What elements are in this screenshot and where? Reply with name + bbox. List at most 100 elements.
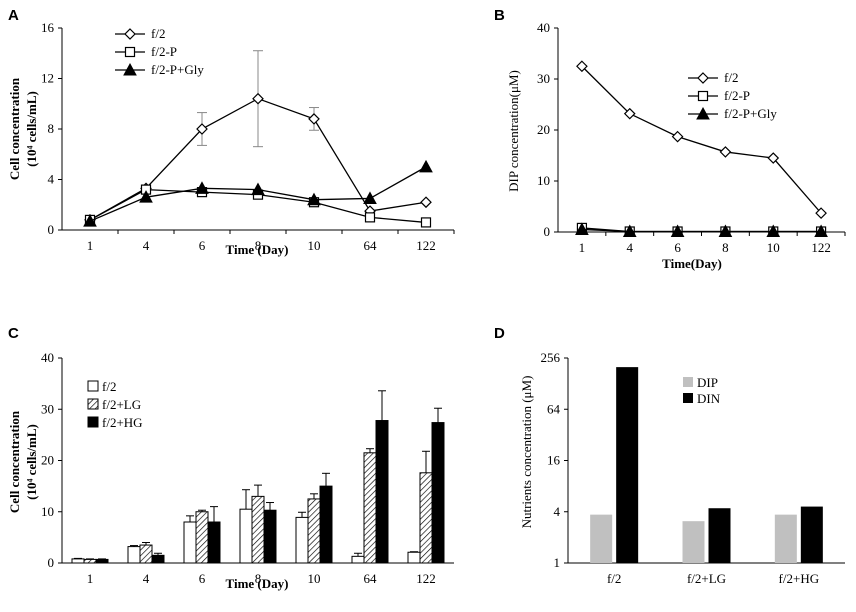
panel-a-legend: f/2 f/2-P f/2-P+Gly <box>115 26 204 77</box>
data-point-triangle <box>251 182 265 196</box>
y-tick-label: 0 <box>544 224 551 239</box>
bar-white <box>351 555 365 564</box>
x-tick-label: 1 <box>579 240 586 255</box>
panel-c: C 0 10 20 30 40 1 4 6 8 10 64 122 Time (Day) Cell c… <box>7 325 454 591</box>
legend-label: f/2-P+Gly <box>724 106 777 121</box>
bar-black <box>375 420 389 564</box>
panel-c-ylabel-unit: (10⁴ cells/mL) <box>24 424 39 500</box>
bar-hatch <box>83 558 97 564</box>
y-tick-label: 10 <box>41 504 54 519</box>
bar-hatch <box>251 495 265 564</box>
bar-white <box>239 508 253 564</box>
legend-label: f/2+LG <box>102 397 141 412</box>
bar-white <box>407 551 421 564</box>
bar-black <box>207 521 221 564</box>
legend-swatch-white <box>87 380 99 392</box>
panel-a-ylabel-main: Cell concentration <box>7 77 22 180</box>
panel-d-letter: D <box>494 325 505 342</box>
y-tick-label: 20 <box>41 453 54 468</box>
bar-hatch <box>139 544 153 564</box>
bar-black <box>431 422 445 564</box>
panel-a-ylabel-unit: (10⁴ cells/mL) <box>24 91 39 167</box>
data-point-triangle <box>307 192 321 206</box>
data-point-triangle <box>419 159 433 173</box>
data-point-triangle <box>195 181 209 194</box>
legend-label: f/2 <box>724 70 738 85</box>
y-tick-label: 10 <box>537 173 550 188</box>
bar-din <box>708 508 731 563</box>
bar-dip <box>774 514 797 563</box>
x-tick-label: 4 <box>143 238 150 253</box>
x-tick-label: f/2+HG <box>779 571 820 586</box>
data-point-diamond <box>576 60 588 73</box>
legend-swatch-hatch <box>87 398 99 410</box>
bar-hatch <box>419 472 433 564</box>
y-tick-label: 12 <box>41 71 54 86</box>
data-point-triangle <box>622 224 637 237</box>
legend-label: DIP <box>697 375 718 390</box>
panel-c-legend: f/2 f/2+LG f/2+HG <box>87 379 143 430</box>
x-tick-label: 64 <box>364 238 378 253</box>
y-tick-label: 40 <box>41 350 54 365</box>
panel-b-ylabel: DIP concentration(μM) <box>506 70 521 192</box>
y-tick-label: 16 <box>547 453 561 468</box>
x-tick-label: 4 <box>143 571 150 586</box>
panel-a-xlabel: Time (Day) <box>226 242 289 257</box>
bar-hatch <box>307 498 321 564</box>
x-tick-label: 8 <box>255 238 262 253</box>
data-point-diamond <box>815 207 827 219</box>
legend-swatch-dip <box>683 377 693 387</box>
panel-c-letter: C <box>8 325 19 342</box>
x-tick-label: 6 <box>199 571 206 586</box>
y-tick-label: 8 <box>48 121 55 136</box>
data-point-triangle <box>83 214 97 227</box>
legend-marker-triangle <box>696 106 710 120</box>
data-point-triangle <box>718 224 733 237</box>
bar-white <box>183 521 197 564</box>
legend-marker-square <box>697 90 709 102</box>
data-point-diamond <box>420 196 432 209</box>
panel-b-xlabel: Time(Day) <box>662 256 722 271</box>
bar-hatch <box>363 452 377 564</box>
x-tick-label: 6 <box>674 240 681 255</box>
x-tick-label: 4 <box>627 240 634 255</box>
bar-din <box>800 506 823 563</box>
data-point-triangle <box>139 190 153 203</box>
y-tick-label: 1 <box>554 555 561 570</box>
data-point-diamond <box>767 152 780 164</box>
x-tick-label: 1 <box>87 238 94 253</box>
data-point-diamond <box>719 146 732 158</box>
legend-marker-square <box>124 46 136 58</box>
x-tick-label: 10 <box>767 240 780 255</box>
x-tick-label: 8 <box>255 571 262 586</box>
data-point-square <box>420 217 432 228</box>
y-tick-label: 40 <box>537 20 550 35</box>
bar-black <box>263 509 277 564</box>
panel-c-plot: 0 10 20 30 40 1 4 6 8 10 64 122 <box>41 350 454 586</box>
legend-marker-diamond <box>124 28 136 40</box>
panel-b-plot: 0 10 20 30 40 1 4 6 8 10 122 <box>537 20 846 255</box>
series-line-diamond <box>581 65 822 214</box>
legend-swatch-black <box>87 416 99 428</box>
bar-black <box>151 554 165 564</box>
panel-b-legend: f/2 f/2-P f/2-P+Gly <box>688 70 777 121</box>
legend-label: f/2-P <box>724 88 750 103</box>
x-tick-label: 10 <box>308 571 321 586</box>
bar-white <box>295 516 309 564</box>
panel-b-letter: B <box>494 7 505 24</box>
x-tick-label: f/2 <box>607 571 621 586</box>
panel-d: D 1 4 16 64 256 f/2 f/2+LG f/2+HG Nutrients con… <box>494 325 845 586</box>
legend-label: f/2-P+Gly <box>151 62 204 77</box>
panel-b: B 0 10 20 30 40 1 4 6 8 10 122 Time(Day) DIP conce… <box>494 7 846 271</box>
bar-white <box>127 546 141 564</box>
legend-marker-diamond <box>697 72 709 84</box>
x-tick-label: 64 <box>364 571 378 586</box>
y-tick-label: 30 <box>41 401 54 416</box>
y-tick-label: 4 <box>554 504 561 519</box>
data-point-diamond <box>623 107 636 120</box>
bar-black <box>319 485 333 564</box>
y-tick-label: 0 <box>48 555 55 570</box>
bar-hatch <box>195 511 209 564</box>
data-point-square <box>364 212 376 223</box>
